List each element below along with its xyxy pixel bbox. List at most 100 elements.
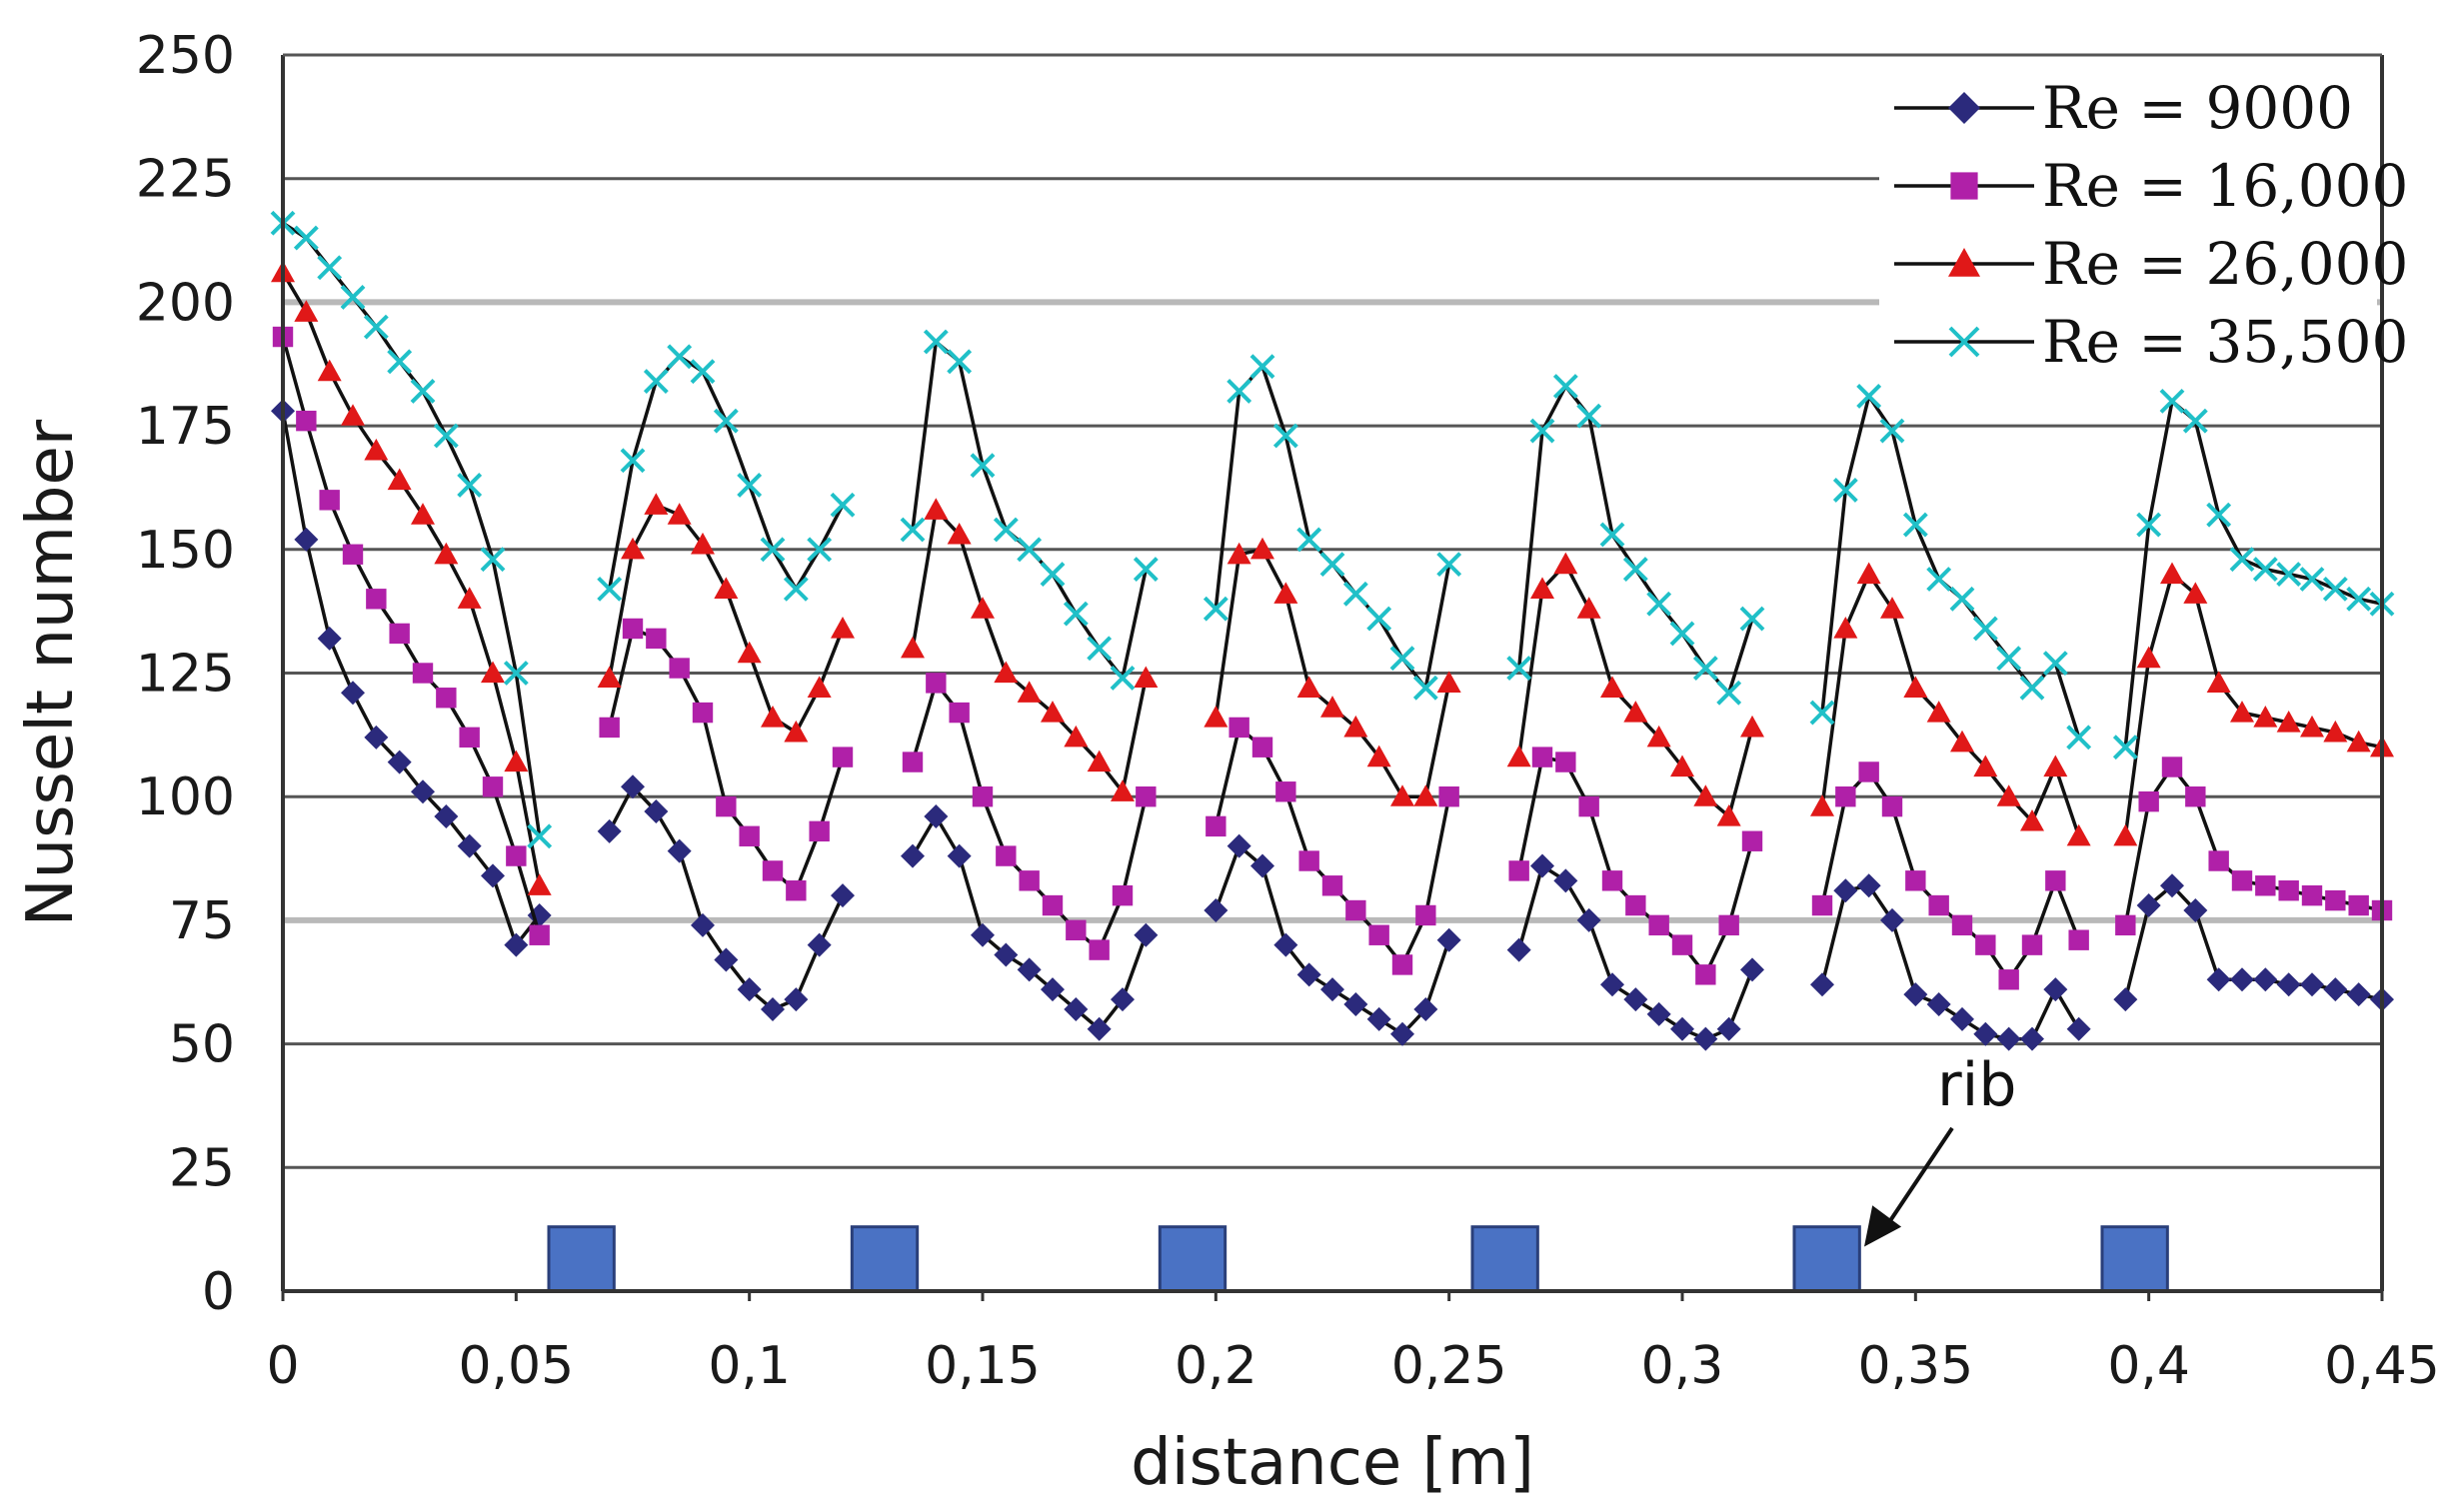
data-point	[1856, 562, 1881, 585]
data-point	[784, 987, 809, 1012]
data-point	[387, 468, 412, 491]
annotation-arrow-head	[1864, 1205, 1902, 1247]
data-point-stroke	[1319, 552, 1345, 578]
data-point	[1087, 1016, 1112, 1041]
data-point	[2183, 898, 2208, 923]
data-point	[2161, 756, 2183, 777]
data-point	[2252, 557, 2278, 583]
data-point	[1272, 423, 1298, 449]
data-point	[971, 597, 995, 619]
data-point	[1646, 725, 1671, 748]
data-point	[1413, 996, 1438, 1021]
data-point	[2068, 929, 2089, 950]
data-point-stroke	[433, 423, 459, 449]
data-point	[2230, 701, 2254, 723]
data-point	[1998, 969, 2019, 990]
data-point	[364, 725, 389, 750]
data-point-stroke	[1972, 616, 1998, 642]
data-point	[1366, 606, 1392, 632]
data-point	[1041, 701, 1065, 723]
data-point	[1928, 894, 1949, 916]
data-point	[1739, 606, 1765, 632]
data-point	[784, 720, 809, 743]
x-tick-label: 0,45	[2324, 1336, 2440, 1396]
data-point	[2299, 567, 2325, 592]
data-point	[1693, 784, 1718, 806]
data-point	[2115, 914, 2136, 936]
data-point	[1250, 853, 1274, 878]
data-point	[1950, 172, 1978, 200]
data-point	[1740, 715, 1764, 738]
data-point	[1810, 794, 1834, 816]
data-point	[1623, 987, 1648, 1012]
data-point	[994, 942, 1019, 967]
data-point	[761, 706, 785, 728]
data-point	[2276, 972, 2301, 997]
data-point	[2159, 388, 2185, 414]
legend-label: Re = 35,500	[2042, 308, 2408, 376]
data-point	[2323, 977, 2348, 1002]
data-point	[760, 537, 786, 563]
data-point	[2042, 651, 2068, 677]
data-point	[1273, 932, 1298, 957]
legend: Re = 9000 Re = 16,000 Re = 26,000 Re = 35,5…	[1879, 62, 2408, 380]
rib-block	[1792, 1225, 1861, 1293]
data-point	[1833, 878, 1858, 903]
data-point	[1902, 512, 1928, 538]
data-point-stroke	[2136, 512, 2162, 538]
data-point	[1136, 786, 1157, 807]
data-point	[457, 473, 483, 498]
data-point	[1578, 795, 1599, 817]
data-point-stroke	[317, 255, 343, 281]
data-point	[783, 576, 809, 602]
data-point	[1391, 954, 1413, 975]
data-point	[830, 492, 856, 518]
data-point-stroke	[783, 576, 809, 602]
data-point	[902, 752, 924, 772]
data-point	[1320, 977, 1344, 1002]
data-point	[1951, 914, 1973, 936]
data-point-stroke	[1110, 666, 1136, 691]
data-point	[2323, 720, 2348, 743]
data-point	[1576, 907, 1601, 932]
data-point	[2019, 675, 2045, 701]
data-point-stroke	[737, 473, 763, 498]
data-point-stroke	[2182, 408, 2208, 434]
data-point	[2300, 972, 2324, 997]
data-point	[597, 666, 622, 689]
data-point	[2045, 870, 2066, 891]
data-point	[1926, 992, 1951, 1017]
data-point-stroke	[1506, 656, 1532, 681]
data-point	[1948, 92, 1980, 124]
data-point	[1949, 586, 1975, 612]
data-point	[1436, 552, 1462, 578]
y-tick-label: 25	[169, 1138, 235, 1198]
data-point	[1342, 581, 1368, 607]
rib-block	[547, 1225, 616, 1293]
data-point	[762, 860, 784, 881]
axes	[281, 53, 2384, 1301]
data-point-stroke	[760, 537, 786, 563]
data-point	[1996, 784, 2021, 806]
data-point	[1671, 934, 1693, 955]
legend-label: Re = 9000	[2042, 74, 2353, 142]
data-point	[949, 702, 970, 724]
data-point	[947, 349, 973, 375]
data-point	[294, 300, 319, 322]
data-point	[1064, 725, 1089, 748]
data-point	[1412, 675, 1438, 701]
data-point	[621, 537, 645, 560]
data-point	[319, 490, 340, 511]
data-point	[1693, 1026, 1718, 1051]
data-point	[412, 663, 434, 684]
y-tick-label: 150	[136, 521, 235, 581]
data-point	[2206, 967, 2231, 992]
data-point	[971, 922, 995, 947]
data-point-stroke	[1926, 567, 1952, 592]
data-point	[434, 542, 459, 565]
data-point	[970, 453, 996, 479]
data-point	[1250, 537, 1274, 560]
data-point	[1948, 326, 1980, 358]
data-point-stroke	[1996, 646, 2022, 672]
data-point	[1226, 379, 1252, 404]
